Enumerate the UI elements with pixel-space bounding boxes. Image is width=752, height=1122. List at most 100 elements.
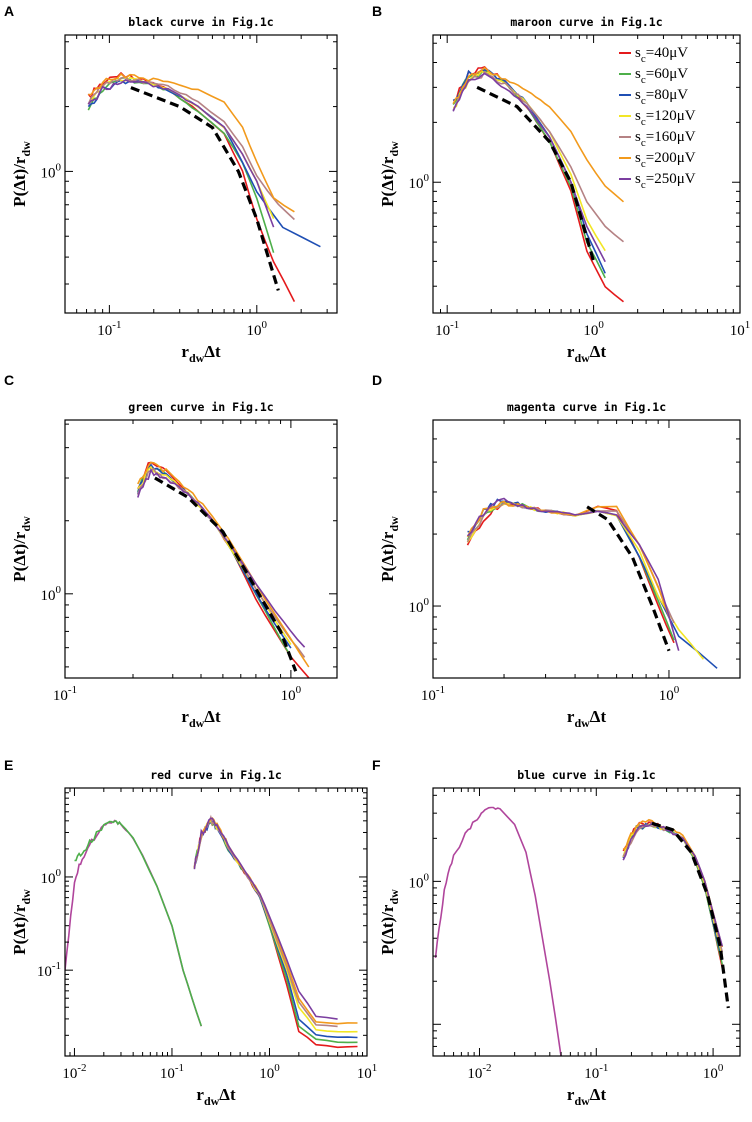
y-tick-label: 100: [409, 596, 430, 616]
y-axis-label: P(Δt)/rdw: [378, 141, 401, 207]
plot-frame: [64, 34, 338, 314]
series-line: [137, 466, 292, 657]
plot-frame: [64, 419, 338, 679]
legend-entry: sc=60μV: [635, 66, 688, 86]
x-tick-label: 10-1: [53, 684, 77, 704]
series-line: [88, 72, 295, 213]
series-line: [452, 68, 606, 279]
series-line: [87, 76, 275, 253]
x-tick-label: 100: [259, 1062, 280, 1082]
chart-title: magenta curve in Fig.1c: [507, 400, 666, 414]
series-line: [452, 69, 606, 274]
series-line: [87, 76, 295, 221]
series-line: [74, 820, 203, 1027]
chart-title: black curve in Fig.1c: [128, 15, 273, 29]
fit-line: [130, 86, 280, 291]
x-tick-label: 101: [730, 319, 751, 339]
panel-letter: E: [4, 757, 13, 773]
x-axis-label: rdwΔt: [181, 707, 221, 730]
series-line: [466, 500, 675, 641]
series-line: [452, 65, 624, 303]
x-tick-label: 100: [703, 1062, 724, 1082]
x-axis-label: rdwΔt: [567, 1085, 607, 1108]
series-line: [87, 78, 275, 228]
series-line: [193, 814, 338, 1028]
x-tick-label: 10-1: [160, 1062, 184, 1082]
series-line: [137, 461, 310, 668]
y-tick-label: 100: [41, 161, 62, 181]
series-line: [622, 818, 724, 948]
x-tick-label: 10-1: [421, 684, 445, 704]
x-tick-label: 10-2: [62, 1062, 86, 1082]
x-tick-label: 100: [247, 319, 268, 339]
series-line: [466, 500, 670, 618]
x-axis-label: rdwΔt: [567, 342, 607, 365]
y-axis-label: P(Δt)/rdw: [378, 516, 401, 582]
legend: sc=40μVsc=60μVsc=80μVsc=120μVsc=160μVsc=…: [619, 45, 696, 191]
y-axis-label: P(Δt)/rdw: [10, 516, 33, 582]
series-line: [193, 817, 338, 1020]
plot-frame: [432, 419, 741, 679]
fit-line: [651, 821, 730, 1009]
series-line: [452, 66, 625, 203]
x-axis-label: rdwΔt: [181, 342, 221, 365]
panel-letter: D: [372, 372, 382, 388]
plot-frame: [432, 787, 741, 1057]
legend-entry: sc=160μV: [635, 129, 696, 149]
legend-entry: sc=80μV: [635, 87, 688, 107]
chart-title: green curve in Fig.1c: [128, 400, 273, 414]
series-line: [137, 461, 310, 678]
series-line: [87, 79, 321, 248]
x-tick-label: 101: [357, 1062, 378, 1082]
series-line: [137, 467, 306, 648]
panel-letter: C: [4, 372, 14, 388]
legend-entry: sc=120μV: [635, 108, 696, 128]
series-line: [193, 820, 358, 1039]
plot-frame: [64, 787, 368, 1057]
series-line: [466, 502, 705, 660]
x-tick-label: 10-2: [467, 1062, 491, 1082]
x-tick-label: 10-1: [584, 1062, 608, 1082]
fit-line: [476, 85, 596, 262]
fit-line: [154, 476, 298, 672]
fit-line: [586, 505, 671, 652]
series-line: [467, 498, 718, 669]
series-line: [193, 820, 358, 1033]
series-line: [193, 817, 358, 1025]
panel-letter: A: [4, 3, 14, 19]
chart-title: maroon curve in Fig.1c: [510, 15, 662, 29]
x-axis-label: rdwΔt: [196, 1085, 236, 1108]
y-tick-label: 100: [41, 867, 62, 887]
y-axis-label: P(Δt)/rdw: [378, 889, 401, 955]
x-tick-label: 10-1: [435, 319, 459, 339]
series-line: [137, 465, 292, 645]
y-tick-label: 100: [41, 584, 62, 604]
series-line: [434, 806, 562, 1056]
series-line: [452, 70, 625, 243]
chart-title: blue curve in Fig.1c: [517, 768, 655, 782]
y-tick-label: 100: [409, 871, 430, 891]
panel-letter: B: [372, 3, 382, 19]
series-line: [452, 72, 606, 263]
panel-letter: F: [372, 757, 381, 773]
legend-entry: sc=40μV: [635, 45, 688, 65]
x-tick-label: 100: [281, 684, 302, 704]
x-tick-label: 10-1: [97, 319, 121, 339]
series-line: [622, 821, 724, 947]
legend-entry: sc=250μV: [635, 171, 696, 191]
y-tick-label: 10-1: [37, 960, 61, 980]
x-tick-label: 100: [583, 319, 604, 339]
series-line: [466, 497, 680, 651]
x-tick-label: 100: [659, 684, 680, 704]
series-line: [65, 819, 203, 1027]
series-line: [466, 502, 675, 644]
chart-title: red curve in Fig.1c: [150, 768, 282, 782]
x-axis-label: rdwΔt: [567, 707, 607, 730]
legend-entry: sc=200μV: [635, 150, 696, 170]
